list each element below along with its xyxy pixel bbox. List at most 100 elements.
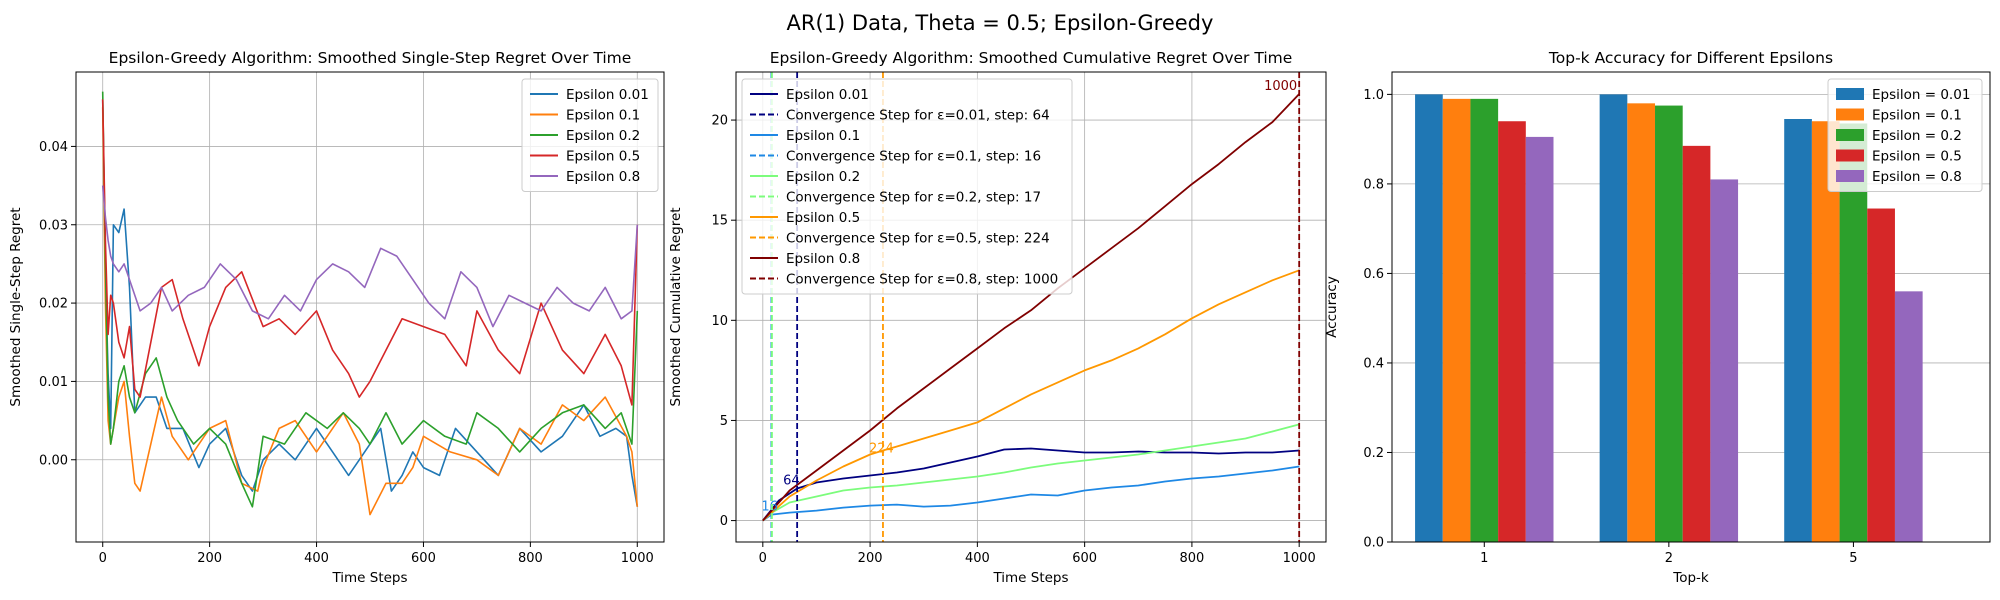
chart-title: Epsilon-Greedy Algorithm: Smoothed Singl… [109,49,632,67]
bar [1867,208,1895,542]
bar [1682,145,1711,542]
axes-frame [1391,71,1991,543]
convergence-label: 64 [783,474,800,489]
y-tick-label: 0.2 [1363,446,1384,461]
y-tick-label: 15 [711,214,728,229]
x-tick-label: 800 [518,551,543,566]
legend-swatch [1836,149,1864,162]
y-tick-label: 0 [720,514,728,529]
y-tick-label: 0.6 [1363,267,1384,282]
series-line [762,93,1300,522]
bar [1498,121,1526,542]
y-tick-label: 10 [711,314,728,329]
legend-label: Epsilon = 0.5 [1872,149,1962,165]
chart-title: Top-k Accuracy for Different Epsilons [1548,49,1833,67]
series-line [762,465,1300,522]
legend-label: Epsilon = 0.2 [1872,128,1962,144]
x-tick-label: 1 [1480,551,1488,566]
x-tick-label: 2 [1665,551,1673,566]
legend-swatch [1836,88,1864,100]
axes-frame [735,71,1327,543]
legend-swatch [1836,170,1864,182]
bar [1784,119,1812,542]
bar [1415,94,1443,542]
y-tick-label: 1.0 [1363,88,1384,103]
bar [1599,94,1628,542]
series-line [101,185,639,328]
legend-label: Convergence Step for ε=0.1, step: 16 [786,149,1041,165]
y-tick-label: 0.8 [1363,177,1384,192]
convergence-label: 16 [761,500,778,515]
bar [1525,136,1554,542]
legend-label: Epsilon 0.5 [786,210,860,226]
x-tick-label: 1000 [621,551,654,566]
legend-label: Convergence Step for ε=0.01, step: 64 [786,108,1050,124]
x-tick-label: 1000 [1283,551,1316,566]
convergence-label: 1000 [1264,79,1297,94]
x-tick-label: 5 [1849,551,1857,566]
legend-label: Epsilon 0.1 [786,128,860,144]
series-line [762,447,1300,522]
series-line [762,423,1300,522]
legend-label: Epsilon 0.8 [566,169,640,185]
legend-label: Convergence Step for ε=0.2, step: 17 [786,190,1041,206]
y-tick-label: 0.03 [39,218,68,233]
bar [1710,179,1739,542]
x-axis-label: Time Steps [331,570,407,586]
y-axis-label: Smoothed Cumulative Regret [668,207,684,406]
legend-label: Convergence Step for ε=0.5, step: 224 [786,231,1050,247]
x-tick-label: 600 [411,551,436,566]
x-axis-label: Top-k [1672,570,1709,586]
y-axis-label: Accuracy [1324,276,1340,338]
cumulative-regret-chart: 64 16 224 1000 0 200 400 600 800 1000 0 5 10 15 20 Epsi… [668,49,1327,586]
legend-swatch [1836,129,1864,141]
series-line [101,91,639,508]
axes-frame [75,71,665,543]
x-tick-label: 400 [304,551,329,566]
x-tick-label: 400 [965,551,990,566]
legend-label: Epsilon = 0.8 [1872,169,1962,185]
legend-box [1827,78,1983,192]
bar [1655,105,1683,543]
legend-swatch [1836,108,1864,121]
legend-label: Epsilon 0.5 [566,149,640,165]
y-tick-label: 0.0 [1363,536,1384,551]
x-tick-label: 200 [858,551,883,566]
chart-title: Epsilon-Greedy Algorithm: Smoothed Cumul… [770,49,1293,67]
bar [1894,291,1923,542]
x-tick-label: 200 [197,551,222,566]
legend-label: Epsilon = 0.01 [1872,87,1970,103]
single-step-regret-chart: 0 200 400 600 800 1000 0.00 0.01 0.02 0.03 0.04 Eps… [8,49,665,586]
bar [1470,98,1499,542]
legend-label: Epsilon 0.01 [786,87,869,103]
legend-label: Epsilon 0.2 [566,128,640,144]
convergence-label: 224 [869,441,894,456]
y-tick-label: 5 [720,414,728,429]
bar [1442,98,1471,542]
legend-label: Convergence Step for ε=0.8, step: 1000 [786,272,1058,288]
y-tick-label: 0.4 [1363,356,1384,371]
x-tick-label: 0 [759,551,767,566]
topk-accuracy-chart: 1 2 5 0.0 0.2 0.4 0.6 0.8 1.0 Top-k Accuracy for … [1324,49,1991,586]
x-tick-label: 600 [1072,551,1097,566]
x-axis-label: Time Steps [992,570,1068,586]
series-line [101,107,639,516]
y-tick-label: 0.00 [39,453,68,468]
legend-label: Epsilon 0.1 [566,108,640,124]
series-line [762,269,1300,522]
y-tick-label: 0.01 [39,375,68,390]
bar [1839,123,1868,542]
legend-label: Epsilon = 0.1 [1872,108,1962,124]
y-axis-label: Smoothed Single-Step Regret [8,207,24,406]
x-tick-label: 800 [1179,551,1204,566]
legend-box [521,78,659,192]
y-tick-label: 20 [711,114,728,129]
bar [1627,103,1656,542]
legend-label: Epsilon 0.8 [786,251,860,267]
legend-label: Epsilon 0.01 [566,87,649,103]
figure-suptitle: AR(1) Data, Theta = 0.5; Epsilon-Greedy [787,11,1214,35]
y-tick-label: 0.04 [39,140,68,155]
y-tick-label: 0.02 [39,297,68,312]
series-line [101,99,639,406]
